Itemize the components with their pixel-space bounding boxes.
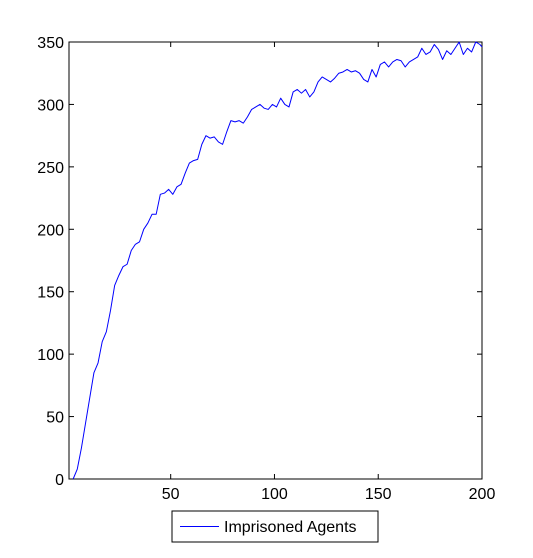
axis-ticks: 50 100 150 200 0 50 100 150 200 250 300 350	[37, 35, 495, 503]
axes-frame	[68, 41, 483, 480]
y-tick-label: 100	[37, 347, 64, 364]
legend: Imprisoned Agents	[171, 510, 379, 543]
x-tick-label: 100	[261, 486, 288, 503]
y-tick-label: 350	[37, 35, 64, 52]
series-line-0	[72, 41, 483, 480]
y-tick-label: 0	[55, 472, 64, 489]
x-tick-label: 50	[162, 486, 180, 503]
y-tick-label: 250	[37, 160, 64, 177]
plot-area	[68, 41, 483, 480]
x-tick-label: 150	[365, 486, 392, 503]
x-tick-label: 200	[469, 486, 496, 503]
y-tick-label: 300	[37, 97, 64, 114]
y-tick-label: 200	[37, 222, 64, 239]
y-tick-label: 150	[37, 285, 64, 302]
y-tick-label: 50	[46, 410, 64, 427]
series-layer	[72, 41, 483, 480]
legend-label-imprisoned-agents: Imprisoned Agents	[224, 519, 357, 536]
